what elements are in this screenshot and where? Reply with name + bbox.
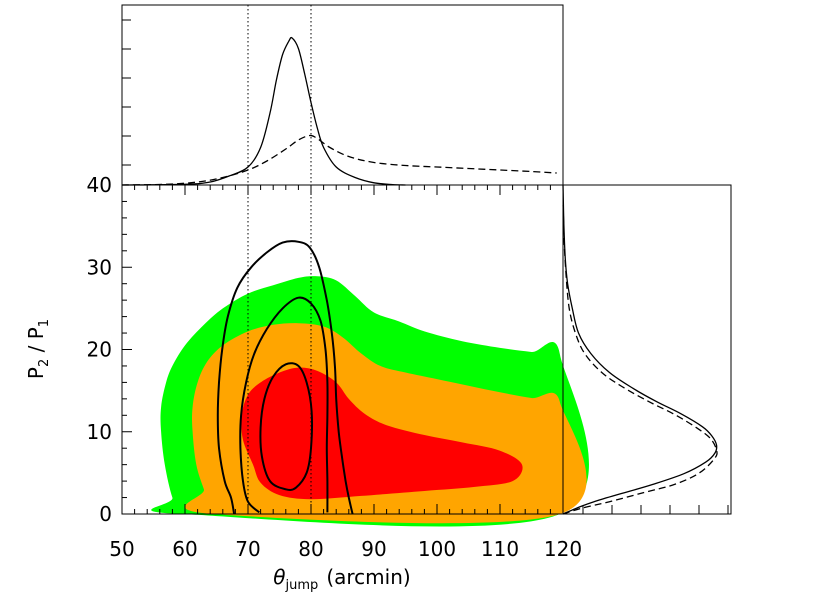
outer-contour	[216, 240, 354, 515]
main-panel-ticks	[121, 184, 564, 515]
x-axis-unit: (arcmin)	[326, 565, 410, 589]
top-marginal-panel	[121, 4, 564, 186]
middle-contour	[239, 296, 329, 514]
y-axis-base-2: P	[24, 327, 48, 339]
x-axis-subscript: jump	[285, 578, 319, 593]
y-tick-label: 40	[87, 173, 112, 197]
y-axis-base-1: P	[24, 367, 48, 379]
y-axis-separator: /	[24, 339, 48, 358]
right-marginal-panel	[562, 184, 732, 515]
main-panel-reference-lines	[247, 185, 312, 514]
top-panel-ticks	[122, 19, 131, 166]
y-tick-label: 0	[99, 502, 112, 526]
right-panel-ticks	[582, 505, 729, 514]
main-panel: 50 60 70 80 90 100 110 120 0 10 20 30 40 θjump (arcm…	[24, 173, 589, 593]
confidence-fill-regions	[151, 276, 589, 527]
top-panel-reference-lines	[247, 5, 312, 185]
right-marginal-solid-line	[562, 184, 718, 515]
x-tick-label: 100	[418, 537, 456, 561]
right-panel-frame	[562, 184, 732, 515]
y-tick-label: 30	[87, 255, 112, 279]
fill-region-inner	[241, 367, 523, 500]
y-tick-label: 10	[87, 420, 112, 444]
x-axis-label: θjump (arcmin)	[273, 565, 410, 593]
x-tick-label: 80	[298, 537, 323, 561]
right-marginal-dashed-line	[562, 201, 718, 515]
top-panel-series	[121, 36, 557, 186]
top-marginal-dashed-line	[121, 134, 557, 186]
top-panel-frame	[121, 4, 564, 186]
x-tick-label: 120	[544, 537, 582, 561]
x-tick-label: 50	[109, 537, 134, 561]
right-panel-series	[562, 184, 718, 515]
likelihood-contours	[216, 240, 354, 515]
y-tick-labels: 0 10 20 30 40	[87, 173, 112, 526]
y-axis-sub-2: 1	[37, 319, 52, 327]
x-axis-symbol: θ	[273, 565, 285, 589]
inner-contour	[259, 362, 313, 491]
x-tick-label: 60	[172, 537, 197, 561]
x-tick-label: 110	[481, 537, 519, 561]
y-axis-label: P2 / P1	[24, 319, 52, 379]
y-axis-sub-1: 2	[37, 359, 52, 367]
x-tick-label: 90	[361, 537, 386, 561]
x-tick-labels: 50 60 70 80 90 100 110 120	[109, 537, 582, 561]
y-tick-label: 20	[87, 338, 112, 362]
x-tick-label: 70	[235, 537, 260, 561]
